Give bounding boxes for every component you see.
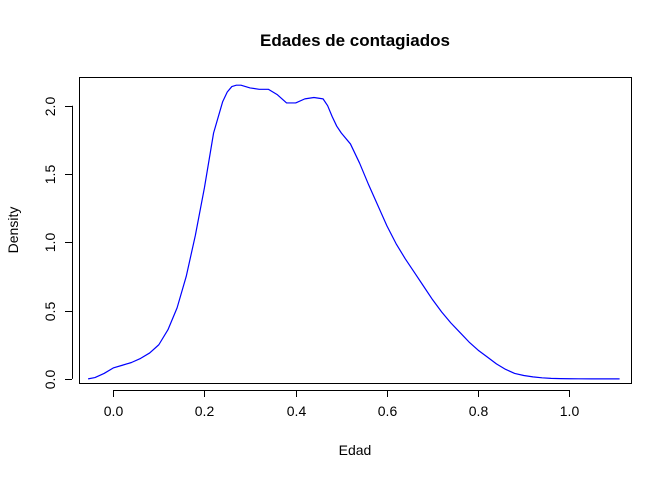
- y-axis-label: Density: [5, 207, 21, 254]
- x-axis-label: Edad: [339, 442, 372, 458]
- y-tick-label: 0.0: [42, 370, 58, 390]
- density-line: [88, 84, 620, 380]
- y-tick-label: 2.0: [42, 97, 58, 117]
- x-tick-label: 1.0: [560, 403, 580, 419]
- x-axis: 0.0 0.2 0.4 0.6 0.8 1.0: [104, 390, 580, 419]
- x-tick-label: 0.0: [104, 403, 124, 419]
- y-tick-label: 1.5: [42, 165, 58, 185]
- x-tick-label: 0.2: [195, 403, 215, 419]
- x-tick-label: 0.6: [378, 403, 398, 419]
- plot-frame: [79, 77, 632, 384]
- y-axis: 0.0 0.5 1.0 1.5 2.0: [42, 97, 73, 390]
- series-layer: [88, 84, 620, 380]
- y-tick-label: 0.5: [42, 302, 58, 322]
- x-tick-label: 0.4: [287, 403, 307, 419]
- chart-title: Edades de contagiados: [260, 31, 450, 50]
- y-tick-label: 1.0: [42, 233, 58, 253]
- x-tick-label: 0.8: [469, 403, 489, 419]
